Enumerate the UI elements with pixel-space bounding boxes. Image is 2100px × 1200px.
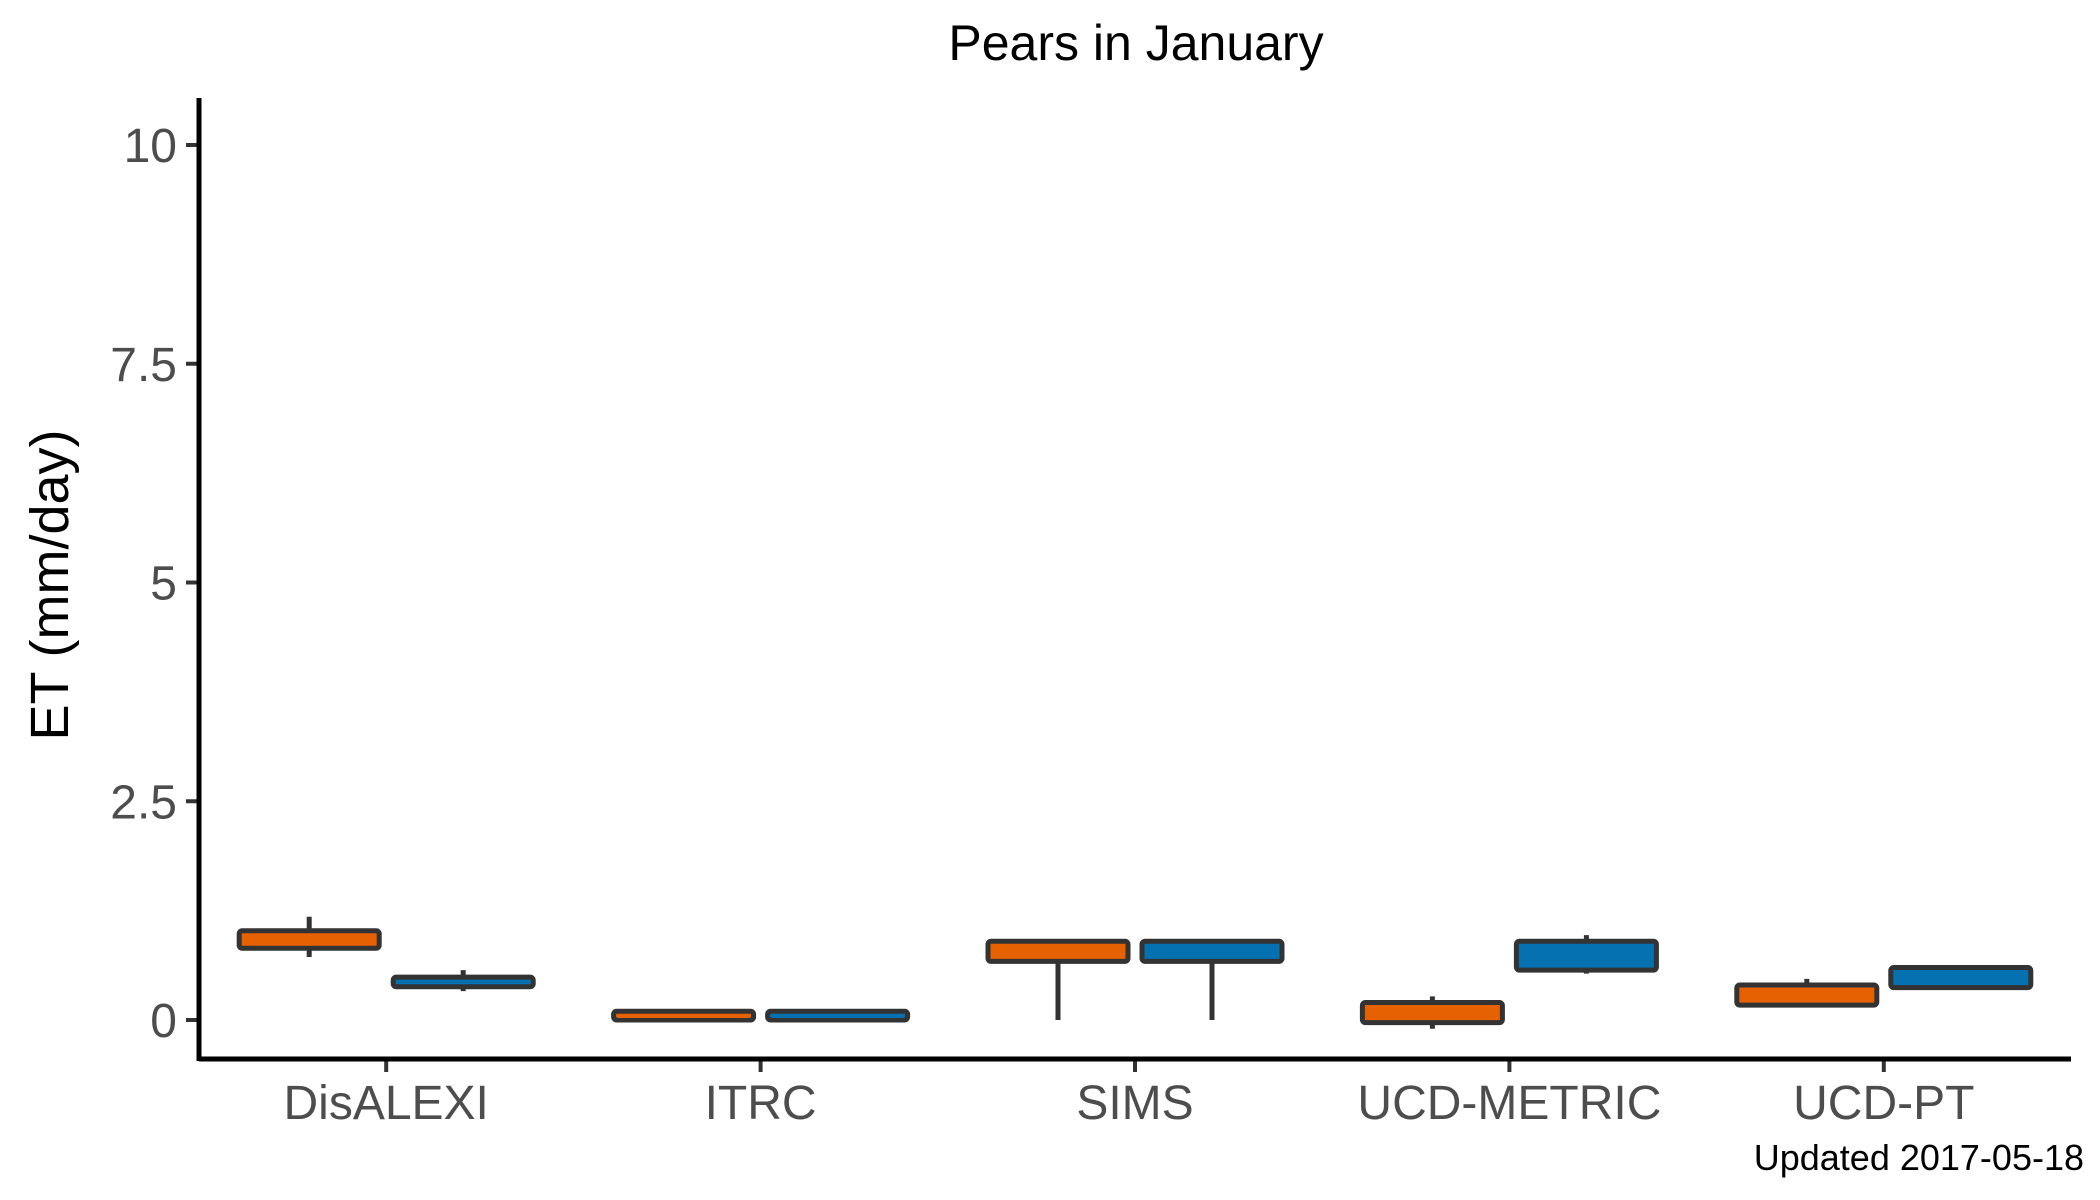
box-disalexi-series-1	[236, 916, 382, 957]
y-axis-ticks: 0 2.5 5 7.5 10	[110, 120, 199, 1048]
box-itrc-series-2	[765, 1008, 911, 1023]
updated-caption: Updated 2017-05-18	[1754, 1137, 2084, 1178]
y-tick-label: 5	[150, 558, 177, 611]
chart-title: Pears in January	[948, 15, 1323, 71]
x-tick-label: SIMS	[1076, 1077, 1193, 1130]
box-ucd-pt-series-2	[1888, 965, 2034, 991]
y-axis-label: ET (mm/day)	[20, 429, 80, 740]
box-sims-series-2	[1139, 938, 1285, 1020]
box-sims-series-1	[985, 938, 1131, 1020]
y-tick-label: 10	[124, 120, 177, 173]
x-tick-label: UCD-PT	[1793, 1077, 1974, 1130]
x-axis-ticks: DisALEXI ITRC SIMS UCD-METRIC UCD-PT	[283, 1059, 1974, 1130]
box	[1888, 965, 2034, 991]
x-tick-label: DisALEXI	[283, 1077, 488, 1130]
box-ucd-pt-series-1	[1734, 978, 1880, 1008]
box-ucd-metric-series-2	[1513, 935, 1659, 974]
y-tick-label: 7.5	[110, 339, 177, 392]
y-tick-label: 0	[150, 995, 177, 1048]
plot-area	[236, 916, 2034, 1029]
box-itrc-series-1	[611, 1008, 757, 1023]
x-tick-label: UCD-METRIC	[1357, 1077, 1661, 1130]
y-tick-label: 2.5	[110, 776, 177, 829]
box-disalexi-series-2	[390, 970, 536, 992]
x-tick-label: ITRC	[705, 1077, 817, 1130]
box-ucd-metric-series-1	[1359, 996, 1505, 1029]
